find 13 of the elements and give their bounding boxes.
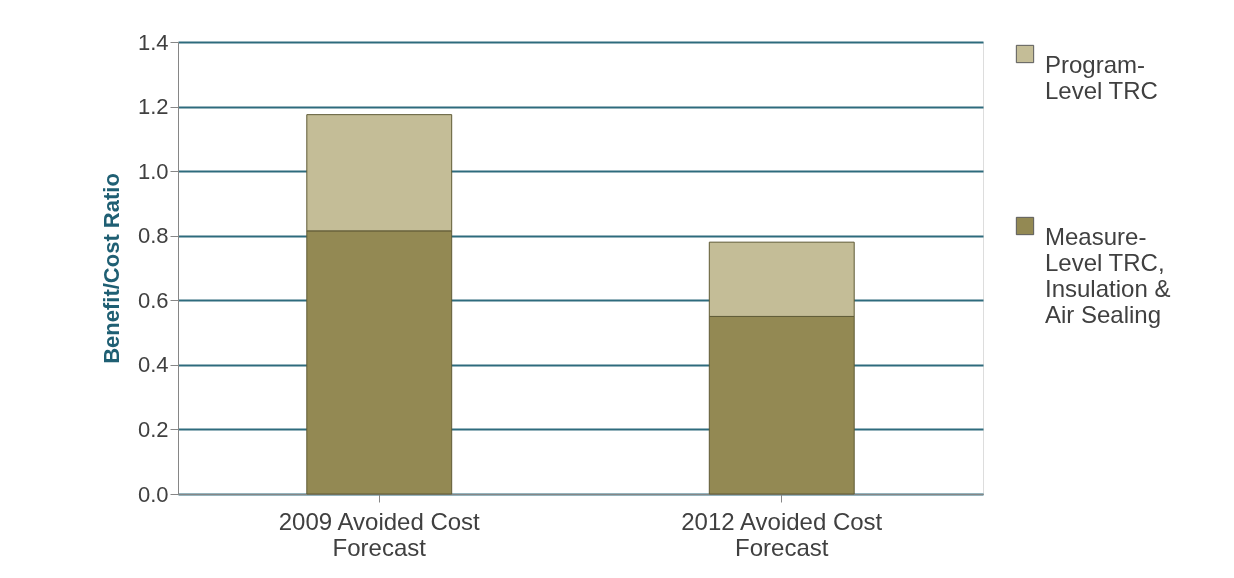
x-tick-label: 2009 Avoided Cost Forecast [278, 507, 481, 561]
y-tick-label: 1.2 [137, 94, 169, 120]
y-axis-title: Benefit/Cost Ratio [98, 173, 124, 364]
y-tick-label: 0.4 [137, 352, 169, 378]
y-tick-label: 0.0 [137, 481, 169, 507]
y-tick-label: 1.4 [137, 29, 169, 55]
y-tick-label: 0.6 [137, 287, 169, 313]
y-tick-label: 0.2 [137, 416, 169, 442]
x-tick-label: 2012 Avoided Cost Forecast [681, 507, 883, 561]
y-tick-label: 0.8 [137, 223, 169, 249]
legend-label: Measure-Level TRC, Insulation & Air Sealing [1045, 223, 1171, 328]
legend-label: Program-Level TRC [1045, 51, 1158, 104]
y-tick-label: 1.0 [137, 158, 169, 184]
